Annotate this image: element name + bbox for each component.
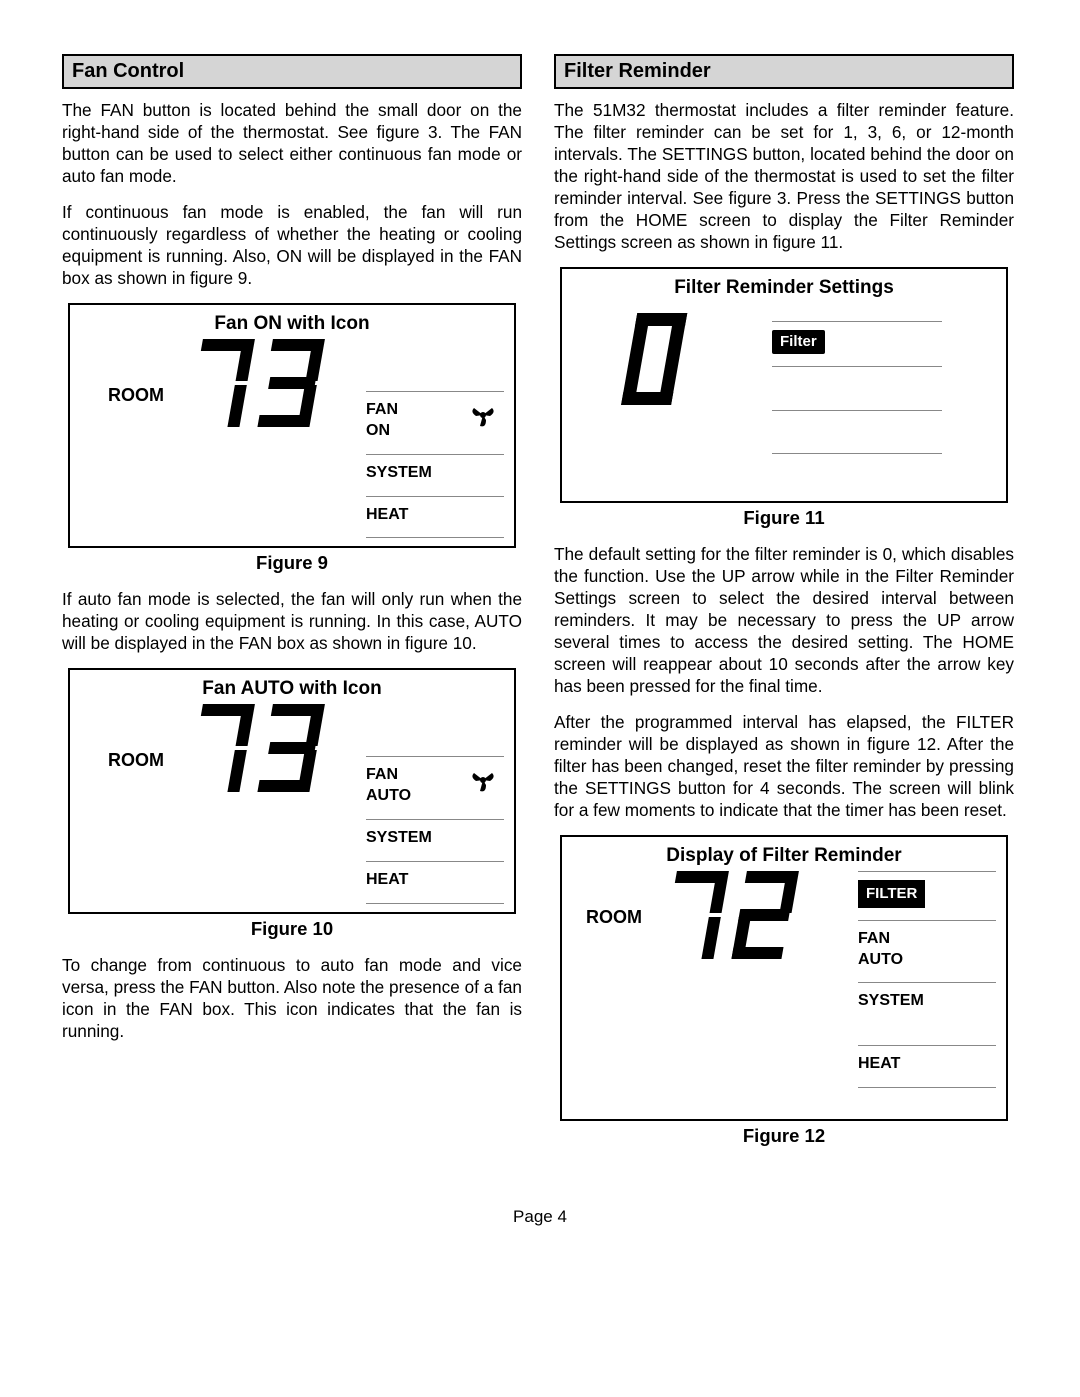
page-number: Page 4	[0, 1207, 1080, 1227]
heat-box: HEAT	[366, 861, 504, 904]
figure-11: Filter Reminder Settings	[560, 267, 1008, 503]
fan-control-p3: If auto fan mode is selected, the fan wi…	[62, 588, 522, 654]
fan-mode: AUTO	[858, 951, 903, 968]
fan-label: FAN	[366, 766, 398, 783]
figure-11-title: Filter Reminder Settings	[572, 277, 996, 299]
heat-box: HEAT	[858, 1045, 996, 1088]
heat-box: HEAT	[366, 496, 504, 539]
figure-10: Fan AUTO with Icon ROOM	[68, 668, 516, 913]
seven-segment-72-icon	[660, 865, 810, 965]
seven-segment-73-icon	[186, 698, 336, 798]
system-box: SYSTEM	[366, 819, 504, 861]
empty-box-2	[772, 410, 942, 454]
figure-12-caption: Figure 12	[554, 1125, 1014, 1147]
fan-mode: ON	[366, 422, 390, 439]
figure-10-caption: Figure 10	[62, 918, 522, 940]
empty-box-1	[772, 366, 942, 410]
fan-mode: AUTO	[366, 787, 411, 804]
filter-badge: FILTER	[858, 880, 925, 908]
filter-reminder-header: Filter Reminder	[554, 54, 1014, 89]
fan-label: FAN	[366, 401, 398, 418]
figure-11-caption: Figure 11	[554, 507, 1014, 529]
system-box: SYSTEM	[858, 982, 996, 1045]
filter-badge: Filter	[772, 330, 825, 354]
filter-box: FILTER	[858, 871, 996, 920]
fan-control-p4: To change from continuous to auto fan mo…	[62, 954, 522, 1042]
figure-9: Fan ON with Icon ROOM	[68, 303, 516, 548]
seven-segment-73-icon	[186, 333, 336, 433]
fan-control-p1: The FAN button is located behind the sma…	[62, 99, 522, 187]
figure-9-title: Fan ON with Icon	[80, 313, 504, 335]
fan-control-p2: If continuous fan mode is enabled, the f…	[62, 201, 522, 289]
figure-12: Display of Filter Reminder ROOM	[560, 835, 1008, 1121]
filter-reminder-p1: The 51M32 thermostat includes a filter r…	[554, 99, 1014, 253]
fan-box: FAN AUTO	[366, 756, 504, 819]
filter-reminder-p2: The default setting for the filter remin…	[554, 543, 1014, 697]
fan-label: FAN	[858, 930, 890, 947]
fan-control-header: Fan Control	[62, 54, 522, 89]
room-label: ROOM	[108, 750, 164, 771]
fan-box: FAN ON	[366, 391, 504, 454]
fan-box: FAN AUTO	[858, 920, 996, 983]
fan-icon	[466, 765, 500, 795]
figure-9-caption: Figure 9	[62, 552, 522, 574]
filter-reminder-p3: After the programmed interval has elapse…	[554, 711, 1014, 821]
room-label: ROOM	[586, 907, 642, 928]
room-label: ROOM	[108, 385, 164, 406]
figure-10-title: Fan AUTO with Icon	[80, 678, 504, 700]
fan-icon	[466, 400, 500, 430]
system-box: SYSTEM	[366, 454, 504, 496]
filter-box: Filter	[772, 321, 942, 366]
figure-12-title: Display of Filter Reminder	[572, 845, 996, 867]
seven-segment-0-icon	[618, 309, 708, 409]
